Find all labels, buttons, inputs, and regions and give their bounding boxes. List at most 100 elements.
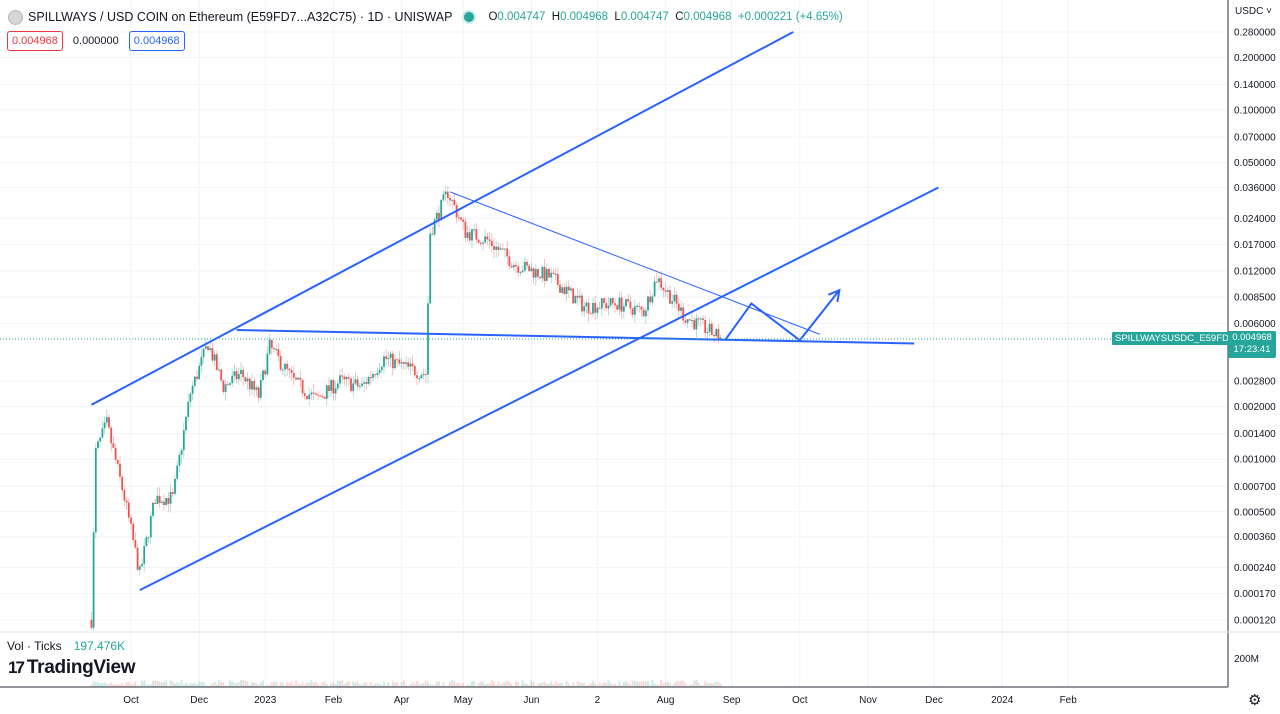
volume-bar <box>262 680 264 687</box>
price-tick-label: 0.008500 <box>1234 292 1276 303</box>
candle-body <box>682 307 685 321</box>
time-axis[interactable]: Oct Dec 2023 Feb Apr May Jun 2 Aug Sep Oct Nov Dec 20… <box>123 695 1077 706</box>
volume-bar <box>319 685 322 687</box>
volume-bar <box>369 682 372 687</box>
volume-bar <box>583 682 586 687</box>
volume-bar <box>618 680 621 687</box>
lower-channel-line[interactable] <box>139 186 939 591</box>
volume-bar <box>554 681 557 687</box>
candle-body <box>286 363 289 369</box>
volume-bar <box>244 680 247 687</box>
candle-body <box>710 323 713 335</box>
candle-body <box>468 232 471 241</box>
volume-bar <box>224 685 227 687</box>
projection-path[interactable] <box>724 289 841 342</box>
price-tick-label: 0.140000 <box>1234 80 1276 91</box>
volume-bar <box>541 682 544 687</box>
candle-body <box>697 318 700 320</box>
candle-body <box>706 332 709 334</box>
volume-bar <box>405 684 407 687</box>
volume-bar <box>268 685 271 687</box>
candle-body <box>196 376 198 380</box>
candle-body <box>422 373 425 376</box>
price-tick-label: 0.001400 <box>1234 429 1276 440</box>
candle-body <box>330 380 333 392</box>
volume-bar <box>596 685 599 687</box>
time-tick-label: Apr <box>394 695 410 706</box>
volume-bar <box>231 680 234 687</box>
volume-bar <box>455 683 458 687</box>
volume-bar <box>680 680 682 687</box>
candle-body <box>427 303 429 375</box>
price-axis[interactable]: 0.280000 0.200000 0.140000 0.100000 0.070000… <box>1234 28 1276 627</box>
candle-body <box>653 281 656 297</box>
volume-bar <box>374 683 377 687</box>
volume-bar <box>627 682 630 687</box>
candle-body <box>486 236 489 240</box>
candle-body <box>543 266 546 281</box>
time-tick-label: Oct <box>792 695 808 706</box>
volume-bar <box>477 682 480 687</box>
candle-body <box>167 497 170 504</box>
candle-body <box>312 392 315 394</box>
candle-body <box>277 349 280 357</box>
candle-body <box>416 375 418 379</box>
volume-bar <box>490 680 493 687</box>
tradingview-logo[interactable]: 17 TradingView <box>8 657 136 679</box>
horizontal-support-line[interactable] <box>236 328 915 345</box>
volume-bar <box>275 681 278 687</box>
trade-badges: 0.004968 0.000000 0.004968 <box>7 31 185 51</box>
candle-body <box>490 241 493 247</box>
volume-bar <box>479 682 482 687</box>
candle-body <box>647 296 649 311</box>
price-tick-label: 0.000500 <box>1234 507 1276 518</box>
candle-body <box>671 301 674 304</box>
price-tick-label: 0.036000 <box>1234 183 1276 194</box>
volume-bar <box>581 682 583 687</box>
candle-body <box>97 441 99 449</box>
volume-bar <box>688 684 691 687</box>
candle-body <box>270 339 273 349</box>
candle-body <box>204 346 207 349</box>
volume-bar <box>352 680 355 687</box>
volume-bar <box>559 682 561 687</box>
symbol-title[interactable]: SPILLWAYS / USD COIN on Ethereum (E59FD7… <box>28 10 453 24</box>
volume-bar <box>620 685 623 687</box>
volume-bar <box>640 681 643 687</box>
candle-body <box>444 191 447 195</box>
candle-body <box>405 362 407 364</box>
candle-body <box>501 248 504 250</box>
currency-dropdown[interactable]: USDC ˅ <box>1235 6 1272 17</box>
sell-price-button[interactable]: 0.004968 <box>7 31 63 51</box>
gear-icon[interactable]: ⚙ <box>1248 692 1262 709</box>
volume-bar <box>246 681 249 687</box>
candle-body <box>240 369 242 375</box>
candle-body <box>233 371 236 376</box>
volume-bar <box>182 684 185 687</box>
volume-bar <box>207 685 209 687</box>
trend-drawings[interactable] <box>90 31 939 591</box>
buy-price-button[interactable]: 0.004968 <box>128 31 185 51</box>
candle-body <box>517 266 520 273</box>
upper-channel-line[interactable] <box>90 31 794 406</box>
volume-bar <box>526 684 528 687</box>
candle-body <box>541 266 544 279</box>
volume-bar <box>176 682 179 687</box>
descending-resistance-line[interactable] <box>449 191 820 335</box>
price-tick-label: 0.070000 <box>1234 133 1276 144</box>
volume-bar <box>671 685 674 687</box>
volume-bar <box>416 680 418 687</box>
candle-body <box>308 394 311 400</box>
volume-bar <box>625 680 627 687</box>
volume-bar <box>279 682 282 687</box>
market-status-icon[interactable] <box>464 12 475 22</box>
volume-bar <box>614 683 616 687</box>
volume-bar <box>666 681 669 687</box>
candle-body <box>383 356 385 367</box>
volume-label[interactable]: Vol · Ticks <box>7 639 62 653</box>
candle-body <box>358 385 361 387</box>
candle-body <box>528 265 531 272</box>
candle-body <box>268 339 271 354</box>
candle-body <box>407 362 410 367</box>
